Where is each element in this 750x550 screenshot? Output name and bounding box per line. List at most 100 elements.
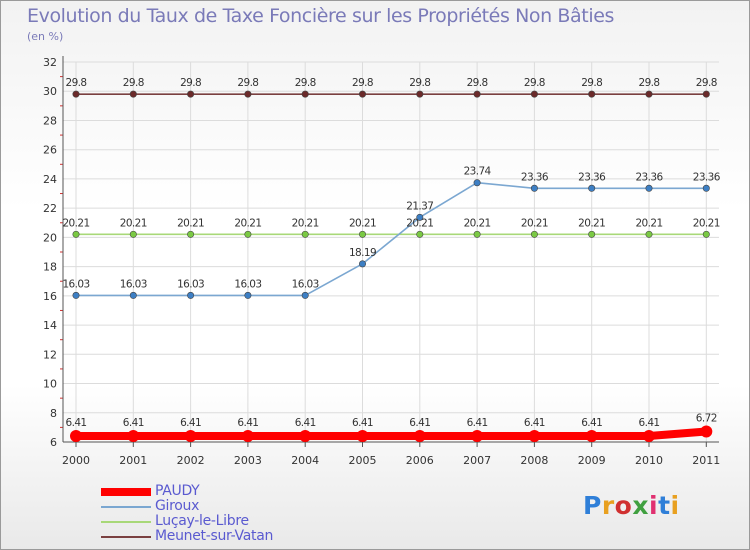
y-tick-label: 10 [43, 378, 57, 391]
data-point [702, 184, 710, 192]
y-tick-label: 16 [43, 290, 57, 303]
x-tick-label: 2002 [177, 454, 205, 467]
data-label: 6.41 [524, 417, 545, 429]
y-tick-label: 24 [43, 173, 57, 186]
data-point [645, 90, 653, 98]
data-label: 23.36 [635, 171, 663, 183]
y-tick-label: 22 [43, 202, 57, 215]
data-label: 29.8 [409, 77, 430, 89]
data-point [187, 291, 195, 299]
x-tick-label: 2003 [234, 454, 262, 467]
data-point [72, 291, 80, 299]
data-point [473, 230, 481, 238]
proxiti-logo: Proxiti [583, 491, 680, 520]
logo-letter: i [670, 491, 680, 520]
y-tick-label: 12 [43, 348, 57, 361]
data-label: 20.21 [177, 217, 204, 229]
legend-swatch [101, 521, 151, 523]
data-label: 29.8 [696, 77, 717, 89]
data-label: 6.41 [237, 417, 258, 429]
data-label: 6.41 [180, 417, 201, 429]
data-point [413, 430, 426, 443]
data-label: 20.21 [693, 217, 720, 229]
data-point [416, 213, 424, 221]
data-label: 29.8 [467, 77, 488, 89]
x-tick-label: 2000 [62, 454, 90, 467]
x-tick-label: 2009 [578, 454, 606, 467]
data-point [473, 179, 481, 187]
x-tick-label: 2001 [119, 454, 147, 467]
data-label: 29.8 [639, 77, 660, 89]
y-tick-label: 20 [43, 231, 57, 244]
data-label: 16.03 [292, 278, 319, 290]
data-point [356, 430, 369, 443]
data-point [528, 430, 541, 443]
x-tick-label: 2010 [635, 454, 663, 467]
data-point [416, 90, 424, 98]
data-point [471, 430, 484, 443]
data-label: 6.41 [295, 417, 316, 429]
data-point [643, 430, 655, 443]
data-label: 16.03 [62, 278, 89, 290]
data-point [72, 230, 80, 238]
y-tick-label: 18 [43, 261, 57, 274]
data-label: 20.21 [521, 217, 548, 229]
chart-unit-label: (en %) [27, 30, 64, 43]
series-meunet-sur-vatan [72, 90, 710, 98]
series-line [75, 181, 708, 297]
data-point [244, 291, 252, 299]
series-lu-ay-le-libre [72, 230, 710, 238]
data-label: 20.21 [120, 217, 147, 229]
data-point [358, 90, 366, 98]
data-point [585, 430, 598, 443]
data-point [241, 430, 254, 443]
y-tick-label: 30 [43, 85, 57, 98]
data-point [301, 230, 309, 238]
data-label: 20.21 [635, 217, 662, 229]
y-tick-label: 26 [43, 144, 57, 157]
data-label: 23.74 [464, 166, 492, 178]
x-tick-label: 2007 [463, 454, 491, 467]
data-point [244, 230, 252, 238]
data-label: 20.21 [406, 217, 433, 229]
data-point [187, 90, 195, 98]
data-label: 23.36 [521, 171, 549, 183]
legend-swatch [101, 506, 151, 508]
data-point [187, 230, 195, 238]
data-point [184, 430, 197, 443]
data-point [301, 291, 309, 299]
grid-lines [63, 61, 719, 446]
data-point [530, 230, 538, 238]
series-giroux [72, 179, 710, 299]
data-point [530, 90, 538, 98]
data-point [129, 90, 137, 98]
data-point [127, 430, 140, 443]
data-label: 29.8 [123, 77, 144, 89]
x-tick-label: 2004 [291, 454, 319, 467]
y-tick-label: 8 [50, 407, 57, 420]
data-label: 6.41 [352, 417, 373, 429]
data-label: 6.41 [123, 417, 144, 429]
data-label: 16.03 [120, 278, 147, 290]
data-point [70, 430, 82, 443]
data-label: 20.21 [578, 217, 605, 229]
data-label: 20.21 [62, 217, 89, 229]
data-label: 6.41 [409, 417, 430, 429]
data-label: 29.8 [524, 77, 545, 89]
data-label: 29.8 [352, 77, 373, 89]
data-label: 23.36 [578, 171, 606, 183]
y-tick-label: 6 [50, 436, 57, 449]
data-label: 29.8 [581, 77, 602, 89]
data-point [702, 230, 710, 238]
y-tick-label: 14 [43, 319, 57, 332]
y-tick-label: 28 [43, 114, 57, 127]
data-point [700, 425, 713, 438]
data-label: 23.36 [693, 171, 721, 183]
x-tick-label: 2008 [520, 454, 548, 467]
legend-swatch [101, 488, 151, 496]
data-point [473, 90, 481, 98]
logo-letter: t [658, 491, 671, 520]
data-point [299, 430, 312, 443]
